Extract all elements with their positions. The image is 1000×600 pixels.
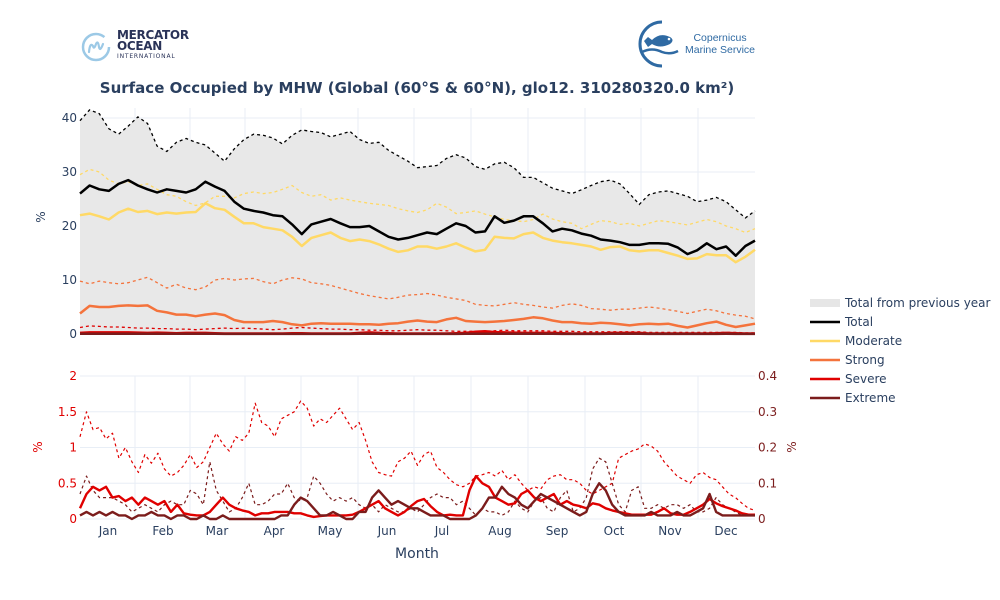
mercator-logo-line3: INTERNATIONAL: [117, 53, 176, 60]
series-line-severe-prev: [79, 325, 755, 334]
top-y-tick-label: 40: [62, 111, 77, 125]
copernicus-fish-icon: [638, 20, 679, 68]
x-tick-label: Dec: [714, 524, 737, 538]
bottom-left-y-tick-label: 2: [69, 369, 77, 383]
bottom-right-y-tick-label: 0.3: [758, 405, 777, 419]
copernicus-logo-line1: Copernicus: [693, 32, 747, 44]
legend: Total from previous year Total Moderate Str…: [810, 296, 991, 405]
bottom-right-y-tick-label: 0.1: [758, 476, 777, 490]
legend-label: Total: [844, 315, 873, 329]
bottom-right-y-axis-label: %: [785, 441, 799, 452]
bottom-left-y-axis-label: %: [31, 441, 45, 452]
legend-item: Extreme: [810, 391, 896, 405]
series-line-moderate-prev: [79, 168, 756, 234]
x-tick-label: Jun: [377, 524, 397, 538]
copernicus-logo: Copernicus Marine Service: [632, 19, 762, 69]
top-y-tick-label: 30: [62, 165, 77, 179]
legend-item: Moderate: [810, 334, 902, 348]
legend-label: Extreme: [845, 391, 896, 405]
bottom-left-y-tick-label: 0.5: [58, 476, 77, 490]
legend-label: Moderate: [845, 334, 902, 348]
legend-item: Strong: [810, 353, 885, 367]
top-y-tick-label: 20: [62, 219, 77, 233]
legend-label: Severe: [845, 372, 887, 386]
mercator-logo-line2: OCEAN: [117, 39, 163, 53]
top-y-tick-label: 0: [69, 327, 77, 341]
legend-label: Strong: [845, 353, 885, 367]
legend-swatch: [810, 299, 840, 307]
bottom-series-line-extreme-prev: [79, 457, 755, 516]
bottom-series-line-severe: [78, 474, 755, 519]
bottom-right-y-tick-label: 0.2: [758, 441, 777, 455]
bottom-left-y-tick-label: 1.5: [58, 405, 77, 419]
bottom-panel-series: [78, 400, 756, 521]
bottom-right-y-tick-label: 0.4: [758, 369, 777, 383]
legend-label: Total from previous year: [844, 296, 991, 310]
x-tick-label: Jan: [98, 524, 118, 538]
series-line-total: [79, 178, 756, 257]
mercator-swirl-icon: [81, 32, 111, 62]
x-tick-label: Oct: [604, 524, 625, 538]
legend-item: Total: [810, 315, 873, 329]
top-y-axis-label: %: [34, 211, 48, 222]
bottom-left-y-tick-label: 0: [69, 512, 77, 526]
series-line-moderate: [79, 202, 756, 264]
top-panel-series: [79, 109, 756, 336]
series-line-total-previous-year: [79, 109, 756, 219]
bottom-left-y-tick-label: 1: [69, 441, 77, 455]
series-line-strong: [79, 304, 756, 329]
series-area-total-previous-year: [80, 109, 755, 335]
x-tick-label: Aug: [488, 524, 511, 538]
x-axis-label: Month: [395, 546, 439, 562]
x-tick-label: Nov: [658, 524, 681, 538]
x-tick-label: Apr: [264, 524, 285, 538]
x-tick-label: Feb: [152, 524, 173, 538]
x-tick-label: May: [318, 524, 343, 538]
mercator-logo-line1: MERCATOR: [117, 28, 189, 42]
bottom-right-y-tick-label: 0: [758, 512, 766, 526]
copernicus-logo-line2: Marine Service: [685, 44, 756, 56]
legend-item: Severe: [810, 372, 887, 386]
chart-title: Surface Occupied by MHW (Global (60°S & …: [100, 79, 734, 97]
x-tick-label: Jul: [434, 524, 449, 538]
top-y-tick-label: 10: [62, 273, 77, 287]
mercator-ocean-logo: MERCATOR OCEAN INTERNATIONAL: [80, 28, 200, 66]
x-tick-label: Mar: [206, 524, 229, 538]
bottom-series-line-severe-prev: [79, 400, 756, 511]
bottom-series-line-extreme: [79, 482, 755, 521]
x-tick-label: Sep: [546, 524, 569, 538]
legend-item: Total from previous year: [810, 296, 991, 310]
